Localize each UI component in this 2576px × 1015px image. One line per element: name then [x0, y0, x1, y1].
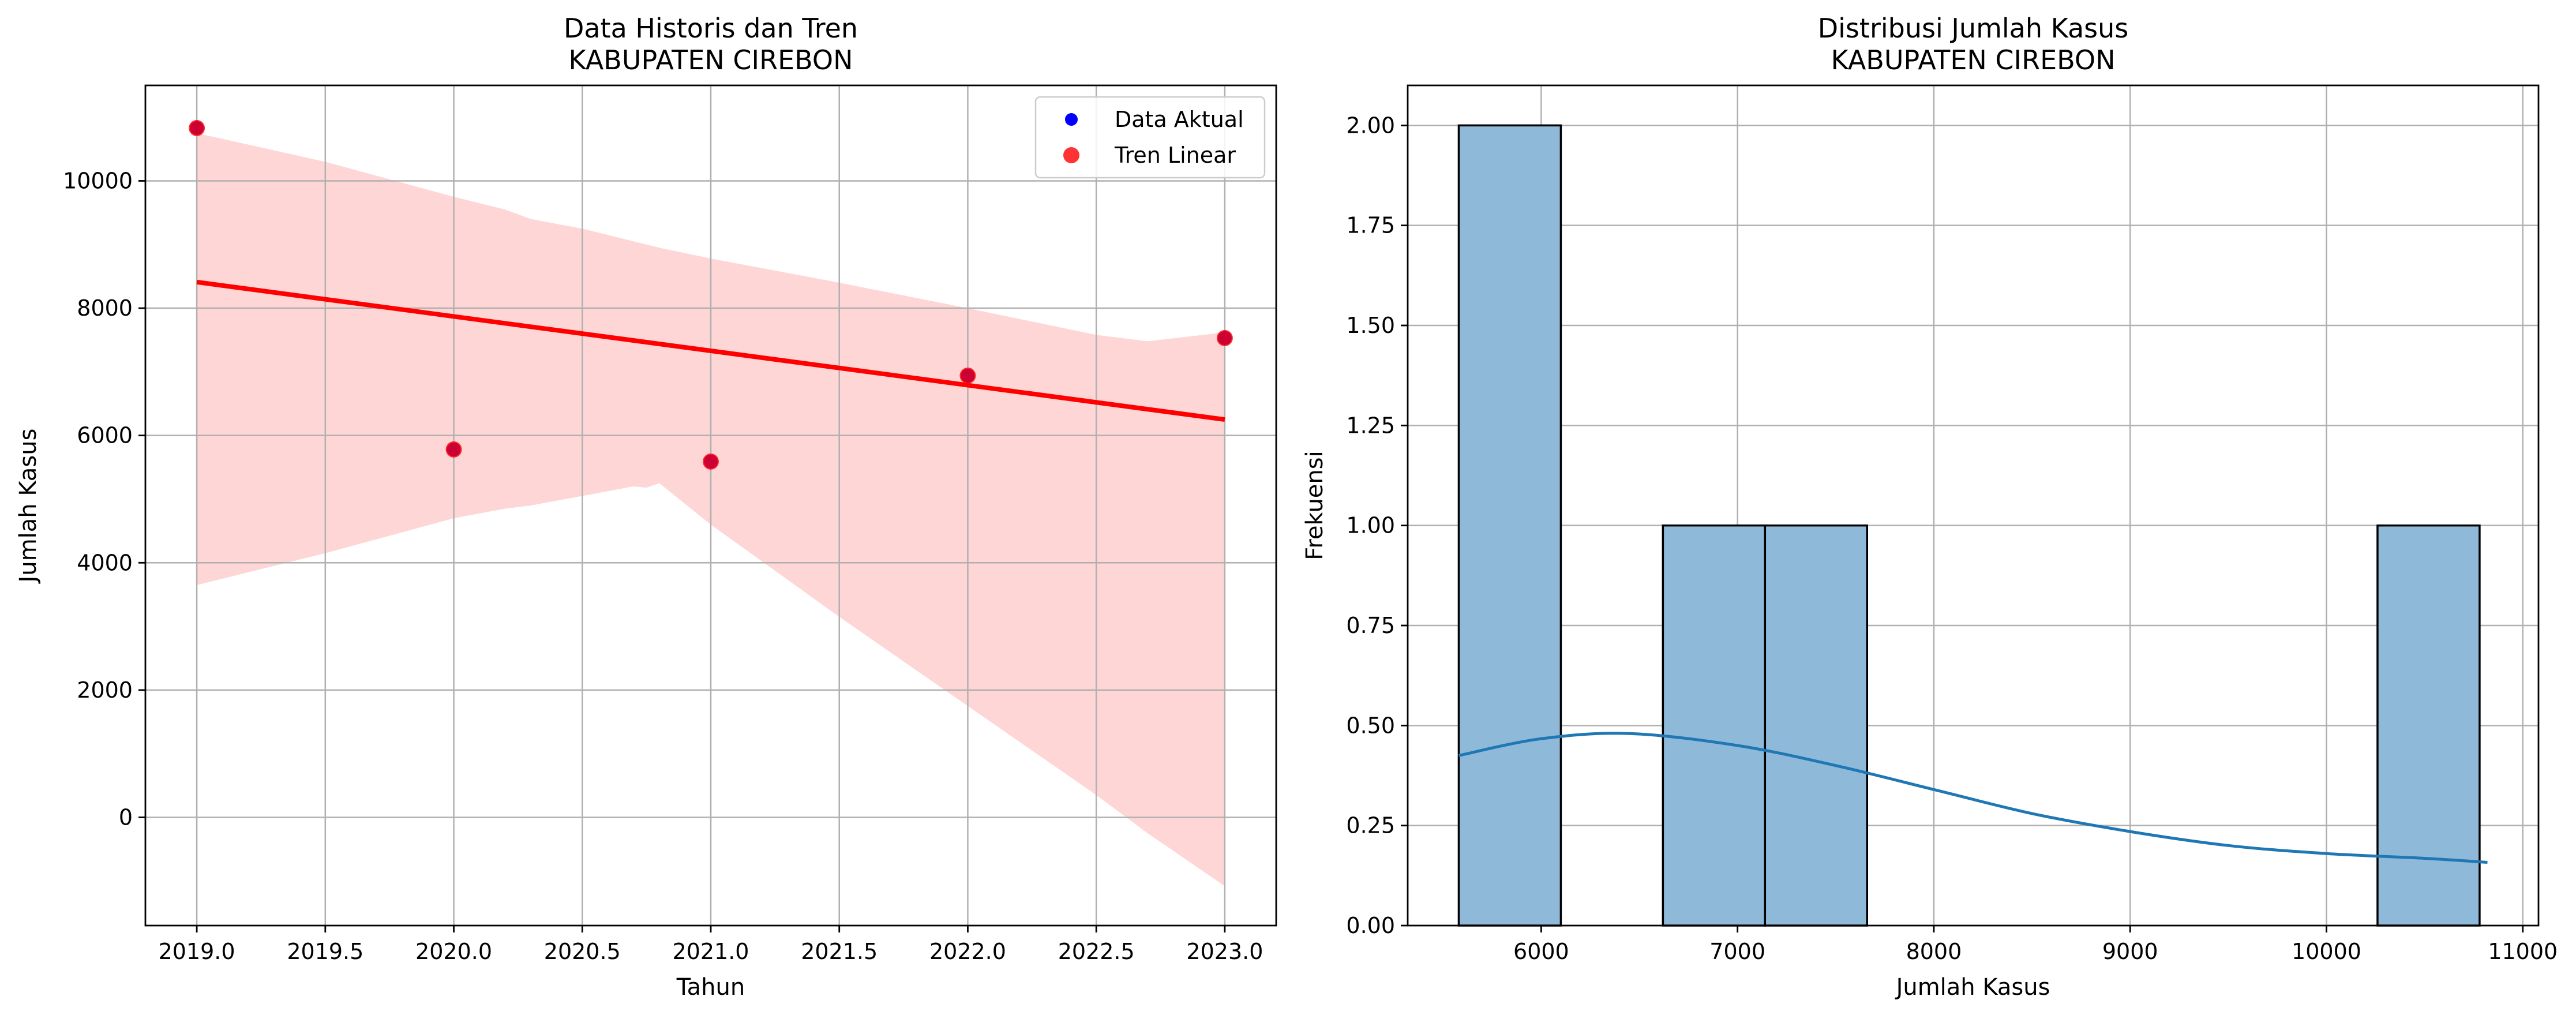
legend-label-data-aktual: Data Aktual [1115, 107, 1244, 132]
x-tick-label: 2023.0 [1186, 939, 1263, 964]
y-axis-ticks: 0.00 0.25 0.50 0.75 1.00 1.25 1.50 1.75 2.00 [1346, 113, 1408, 938]
y-tick-label: 4000 [77, 550, 133, 575]
data-point-layer [189, 119, 1233, 470]
x-axis-ticks: 6000 7000 8000 9000 10000 11000 [1513, 926, 2558, 964]
plot-frame [1407, 84, 2540, 927]
histogram-bar [2376, 524, 2481, 927]
data-point-tren [703, 453, 719, 470]
data-point-tren [1216, 329, 1233, 346]
historical-trend-chart: Data Historis dan Tren KABUPATEN CIREBON… [15, 13, 1277, 1001]
y-tick-label: 0.75 [1346, 613, 1395, 638]
y-tick-label: 0.00 [1346, 913, 1395, 938]
x-tick-label: 2021.5 [801, 939, 878, 964]
y-axis-label: Frekuensi [1302, 451, 1328, 560]
grid-layer [145, 85, 1276, 926]
kde-curve-layer [1458, 732, 2488, 864]
y-tick-label: 1.50 [1346, 313, 1395, 338]
y-tick-label: 0.25 [1346, 813, 1395, 838]
y-tick-label: 2000 [77, 677, 133, 703]
y-tick-label: 1.00 [1346, 513, 1395, 538]
histogram-bar [1764, 524, 1869, 927]
chart-title: Distribusi Jumlah Kasus [1818, 13, 2129, 44]
x-tick-label: 7000 [1709, 939, 1765, 964]
distribution-histogram-chart: Distribusi Jumlah Kasus KABUPATEN CIREBO… [1302, 13, 2558, 1001]
x-tick-label: 2022.5 [1058, 939, 1135, 964]
trend-line [196, 279, 1225, 422]
y-axis-label: Jumlah Kasus [15, 429, 42, 585]
x-axis-label: Jumlah Kasus [1895, 974, 2050, 1001]
histogram-bar [1662, 524, 1767, 927]
x-tick-label: 6000 [1513, 939, 1569, 964]
x-tick-label: 2019.0 [159, 939, 235, 964]
x-tick-label: 9000 [2102, 939, 2158, 964]
data-point-tren [189, 119, 205, 136]
y-tick-label: 8000 [77, 295, 133, 321]
x-tick-label: 2019.5 [287, 939, 363, 964]
x-tick-label: 11000 [2488, 939, 2558, 964]
x-axis-label: Tahun [676, 974, 745, 1001]
trend-line-layer [196, 279, 1225, 422]
histogram-bar [1457, 124, 1562, 927]
x-axis-ticks: 2019.0 2019.5 2020.0 2020.5 2021.0 2021.5 2022… [159, 926, 1263, 964]
y-tick-label: 1.25 [1346, 413, 1395, 438]
y-tick-label: 1.75 [1346, 213, 1395, 238]
legend: Data Aktual Tren Linear [1034, 96, 1266, 179]
x-tick-label: 2022.0 [929, 939, 1006, 964]
chart-subtitle: KABUPATEN CIREBON [1831, 44, 2115, 76]
y-tick-label: 2.00 [1346, 113, 1395, 138]
data-point-tren [445, 441, 462, 458]
x-tick-label: 2020.5 [544, 939, 621, 964]
x-tick-label: 2020.0 [415, 939, 492, 964]
x-tick-label: 10000 [2292, 939, 2361, 964]
y-tick-label: 6000 [77, 423, 133, 448]
y-axis-ticks: 0 2000 4000 6000 8000 10000 [63, 168, 145, 830]
x-tick-label: 8000 [1906, 939, 1962, 964]
legend-label-tren-linear: Tren Linear [1114, 143, 1236, 168]
legend-marker-tren-linear [1063, 147, 1079, 163]
legend-marker-data-aktual [1065, 113, 1078, 126]
x-tick-label: 2021.0 [673, 939, 749, 964]
y-tick-label: 0 [119, 804, 133, 830]
kde-curve [1458, 732, 2488, 864]
y-tick-label: 0.50 [1346, 713, 1395, 738]
chart-title: Data Historis dan Tren [564, 13, 858, 44]
chart-subtitle: KABUPATEN CIREBON [568, 44, 853, 76]
data-point-tren [959, 367, 976, 384]
y-tick-label: 10000 [63, 168, 133, 193]
legend-box [1034, 96, 1266, 179]
